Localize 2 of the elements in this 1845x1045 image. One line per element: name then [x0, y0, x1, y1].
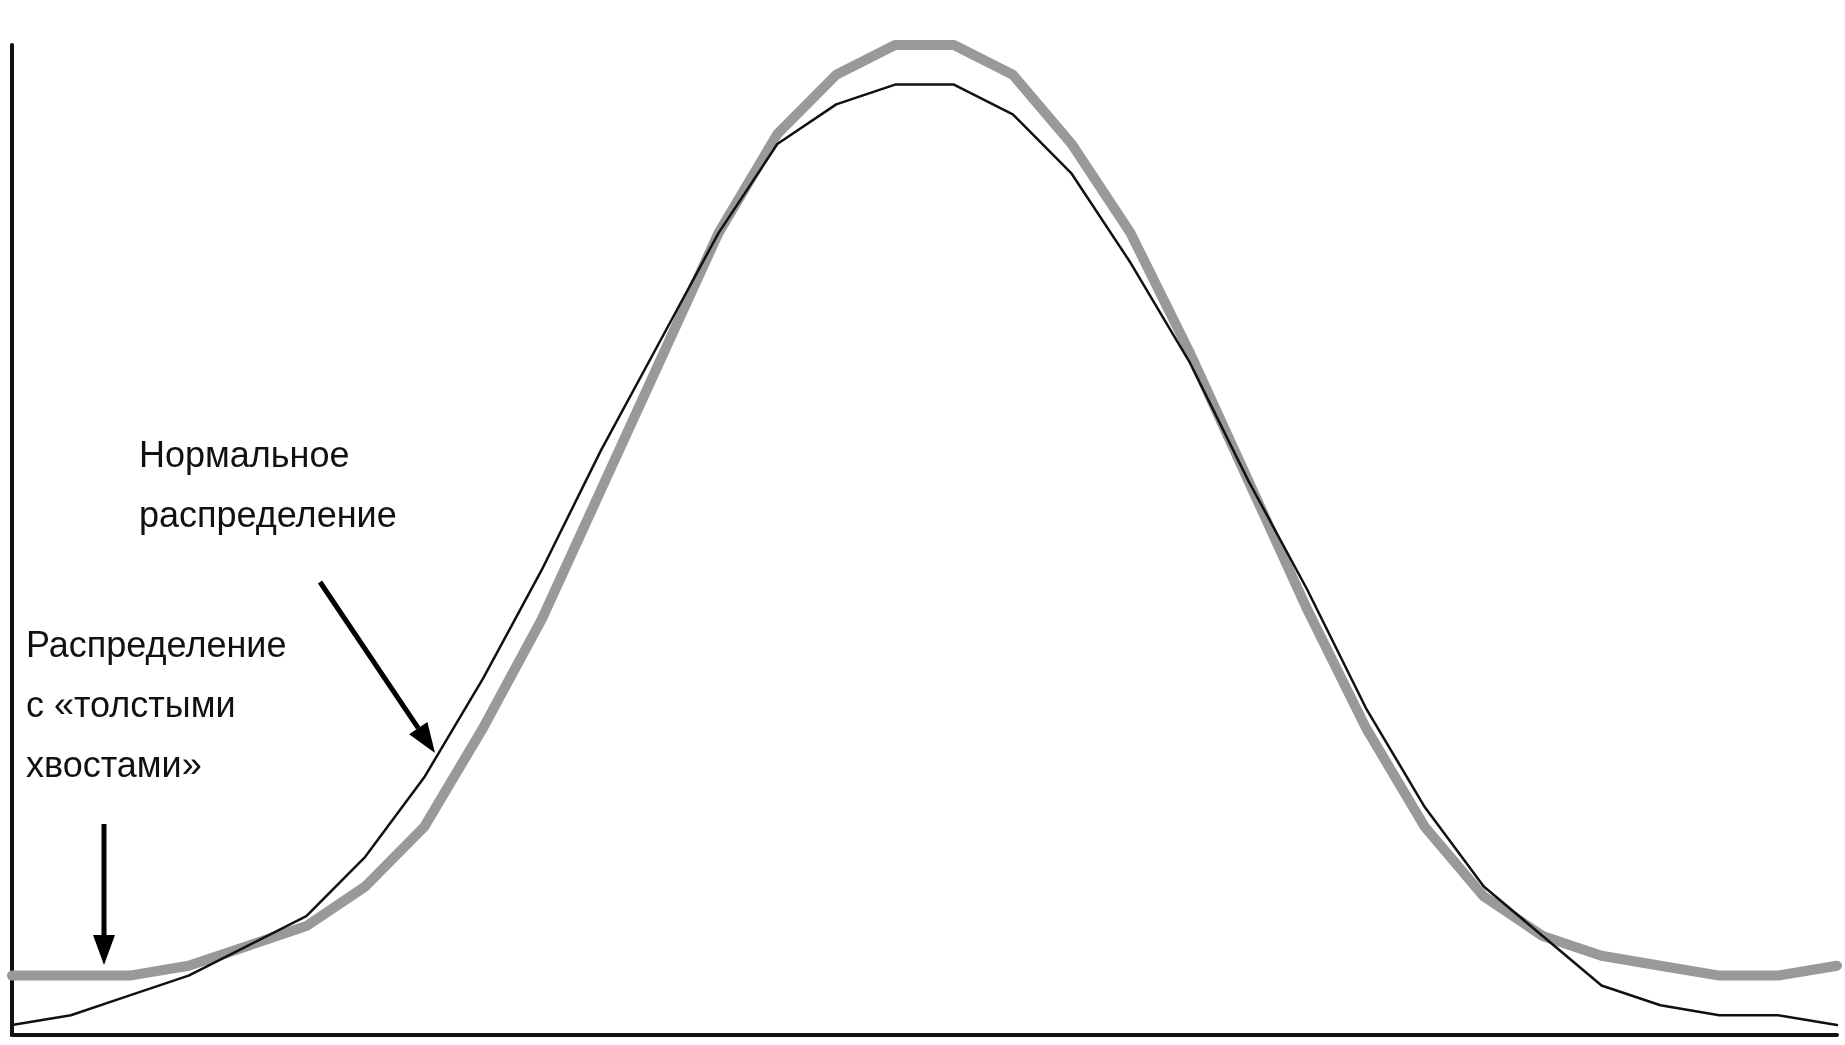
annotation: Распределение с «толстыми хвостами»	[26, 623, 287, 787]
annotation: Нормальное распределение	[139, 433, 398, 537]
